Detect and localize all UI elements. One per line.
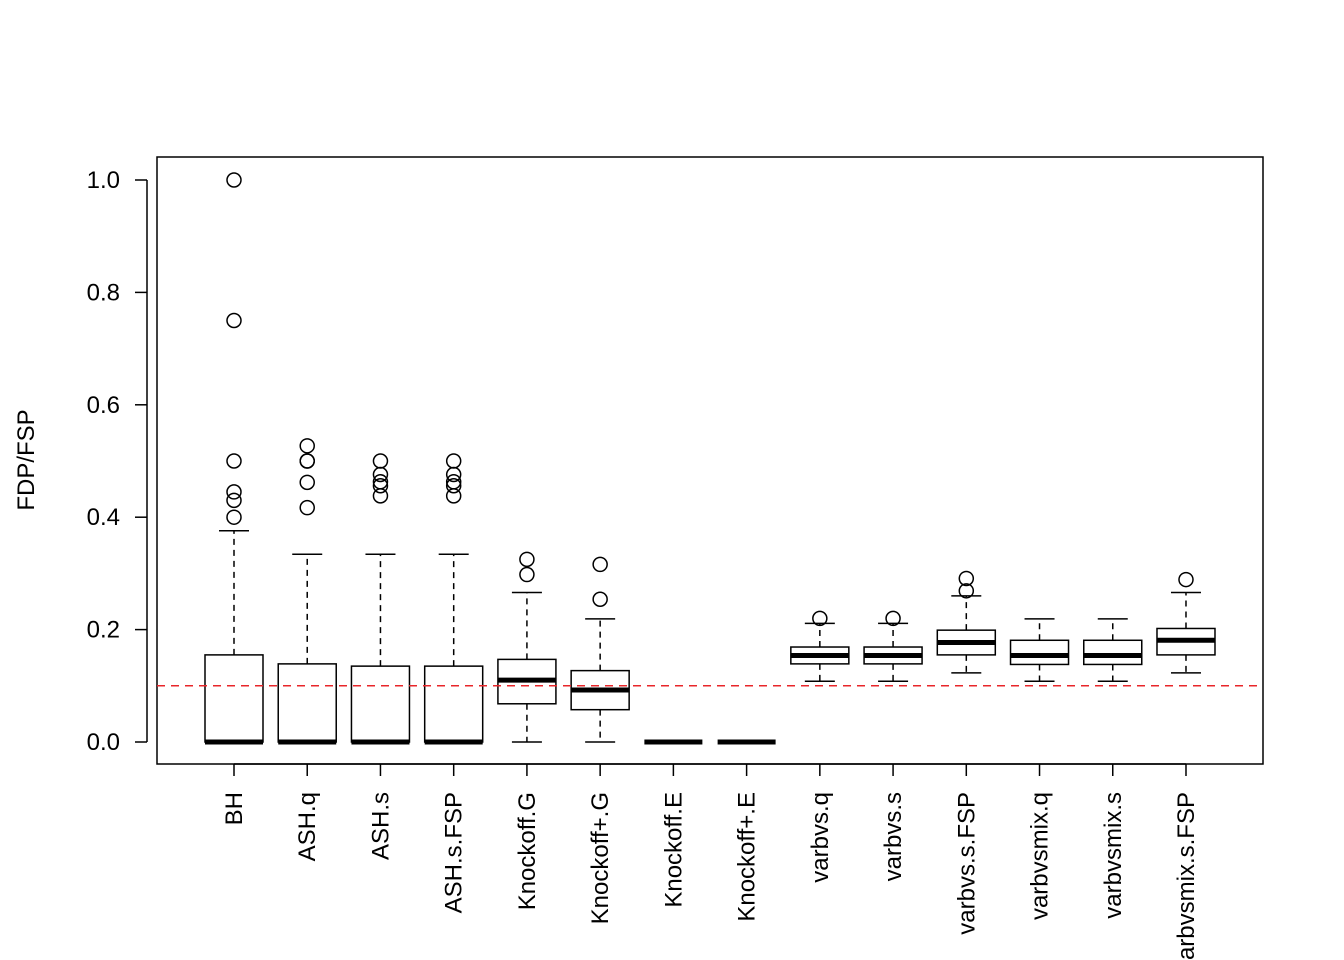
box-ASH.s: [350, 453, 411, 745]
outlier-point: [372, 477, 389, 494]
boxes: [204, 172, 1216, 745]
box-varbvs.s: [863, 610, 923, 683]
y-tick-label: 0.0: [87, 729, 120, 756]
y-tick-label: 0.6: [87, 392, 120, 419]
outlier-point: [226, 453, 242, 469]
outlier-point: [299, 438, 315, 454]
box-varbvs.q: [790, 610, 850, 683]
outlier-point: [226, 484, 242, 500]
y-tick-label: 0.8: [87, 279, 120, 306]
box-iqr: [350, 665, 411, 743]
outlier-point: [299, 453, 315, 469]
x-tick-label: ASH.q: [294, 792, 321, 861]
box-Knockoff.G: [497, 551, 557, 743]
box-BH: [204, 172, 264, 745]
outlier-point: [372, 453, 389, 469]
outlier-point: [592, 556, 608, 573]
box-ASH.s.FSP: [423, 453, 484, 745]
x-tick-label: Knockoff.G: [514, 792, 541, 910]
box-iqr: [204, 654, 264, 743]
x-tick-label: Knockoff.E: [660, 792, 687, 908]
y-axis-label: FDP/FSP: [13, 409, 40, 510]
outlier-point: [592, 591, 608, 608]
y-axis: 0.0 0.2 0.4 0.6 0.8 1.0: [87, 167, 148, 756]
y-tick-label: 1.0: [87, 167, 120, 194]
outlier-point: [445, 453, 462, 469]
outlier-point: [885, 610, 901, 627]
x-tick-label: BH: [221, 792, 248, 825]
outlier-point: [372, 474, 389, 490]
x-tick-label: varbvsmix.q: [1027, 792, 1054, 920]
box-iqr: [1009, 639, 1070, 666]
outlier-point: [226, 509, 242, 525]
outlier-point: [445, 474, 462, 490]
box-iqr: [423, 665, 484, 743]
box-varbvsmix.s: [1083, 618, 1143, 683]
box-iqr: [277, 663, 337, 743]
x-tick-label: varbvs.s: [880, 792, 907, 881]
x-axis: BH ASH.q ASH.s ASH.s.FSP Knockoff.G Knockoff+…: [221, 763, 1200, 960]
x-tick-label: varbvs.q: [807, 792, 834, 883]
outlier-point: [1178, 571, 1194, 588]
x-tick-label: varbvsmix.s: [1100, 792, 1127, 919]
outlier-point: [226, 172, 242, 188]
x-tick-label: varbvs.s.FSP: [953, 792, 980, 935]
outlier-point: [226, 492, 242, 509]
box-varbvs.s.FSP: [936, 570, 997, 674]
outlier-point: [812, 610, 828, 627]
x-tick-label: ASH.s: [367, 792, 394, 860]
outlier-point: [299, 474, 315, 491]
y-tick-label: 0.4: [87, 504, 120, 531]
outlier-point: [519, 566, 535, 583]
x-tick-label: Knockoff+.G: [587, 792, 614, 924]
outlier-point: [958, 570, 975, 587]
outlier-point: [299, 499, 315, 516]
box-ASH.q: [277, 438, 337, 745]
outlier-point: [445, 477, 462, 494]
box-varbvsmix.s.FSP: [1156, 571, 1216, 674]
box-iqr: [1083, 639, 1143, 666]
x-tick-label: varbvsmix.s.FSP: [1173, 792, 1200, 960]
box-varbvsmix.q: [1009, 618, 1070, 683]
outlier-point: [958, 583, 975, 599]
outlier-point: [226, 312, 242, 329]
outlier-point: [519, 551, 535, 568]
x-tick-label: Knockoff+.E: [734, 792, 761, 922]
y-tick-label: 0.2: [87, 617, 120, 644]
box-Knockoff+.G: [570, 556, 630, 743]
x-tick-label: ASH.s.FSP: [441, 792, 468, 913]
